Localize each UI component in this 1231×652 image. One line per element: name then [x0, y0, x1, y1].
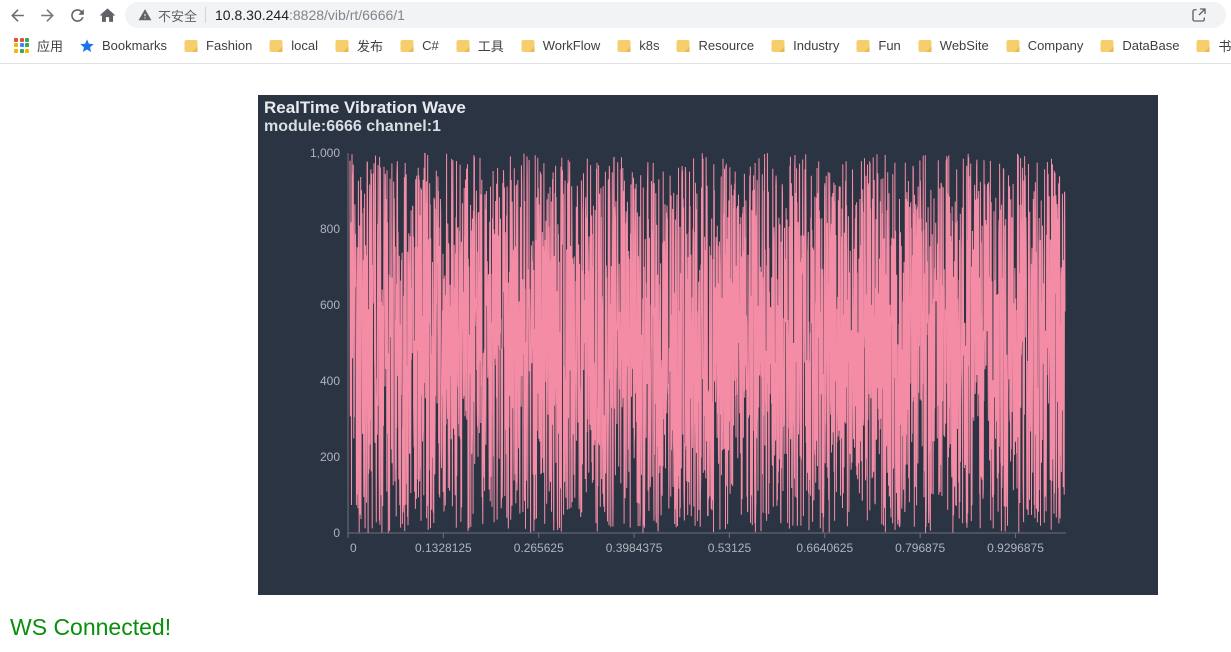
vibration-chart-panel: RealTime Vibration Wave module:6666 chan…	[258, 95, 1158, 595]
x-axis-tick-label: 0.1328125	[415, 541, 472, 555]
folder-icon	[1195, 38, 1211, 54]
ws-status-text: WS Connected!	[10, 614, 172, 640]
reload-button[interactable]	[62, 0, 92, 30]
bookmark-item-c#[interactable]: C#	[391, 34, 447, 58]
x-axis-tick-label: 0.6640625	[796, 541, 853, 555]
bookmark-item-workflow[interactable]: WorkFlow	[512, 34, 609, 58]
forward-button[interactable]	[32, 0, 62, 30]
bookmark-label: Bookmarks	[102, 38, 168, 53]
bookmark-item-k8s[interactable]: k8s	[608, 34, 667, 58]
folder-icon	[616, 38, 632, 54]
back-icon	[8, 6, 27, 25]
y-axis-tick-label: 0	[333, 526, 340, 540]
warning-icon[interactable]	[138, 8, 152, 22]
bookmark-item-书[interactable]: 书	[1187, 34, 1231, 58]
bookmark-item-apps[interactable]: 应用	[6, 34, 71, 58]
bookmark-label: Fun	[878, 38, 901, 53]
bookmark-label: 发布	[357, 39, 384, 54]
url-path: :8828/vib/rt/6666/1	[288, 7, 405, 23]
bookmark-label: 工具	[477, 39, 504, 54]
share-icon	[1190, 6, 1208, 24]
folder-icon	[520, 38, 536, 54]
back-button[interactable]	[2, 0, 32, 30]
y-axis-tick-label: 200	[320, 450, 340, 464]
omnibox-divider	[205, 7, 207, 23]
bookmark-label: Fashion	[206, 38, 253, 53]
home-icon	[98, 6, 117, 25]
x-axis-tick-label: 0.265625	[514, 541, 564, 555]
bookmark-item-company[interactable]: Company	[997, 34, 1092, 58]
chart-title: RealTime Vibration Wave	[264, 98, 466, 117]
bookmark-item-bookmarks[interactable]: Bookmarks	[71, 34, 175, 58]
bookmark-label: 书	[1218, 39, 1231, 54]
folder-icon	[855, 38, 871, 54]
security-label: 不安全	[158, 8, 198, 24]
bookmark-label: WorkFlow	[542, 38, 601, 53]
url-text: 10.8.30.244:8828/vib/rt/6666/1	[215, 7, 405, 23]
bookmarks-bar: 应用 Bookmarks Fashion local 发布 C# 工具 WorkFlow k…	[0, 30, 1231, 64]
x-axis-tick-label: 0	[350, 541, 357, 555]
folder-icon	[917, 38, 933, 54]
forward-icon	[38, 6, 57, 25]
bookmark-item-工具[interactable]: 工具	[447, 34, 512, 58]
x-axis-tick-label: 0.53125	[708, 541, 752, 555]
x-axis-tick-label: 0.3984375	[606, 541, 663, 555]
folder-icon	[1099, 38, 1115, 54]
apps-grid-icon	[14, 37, 30, 54]
folder-icon	[1005, 38, 1021, 54]
bookmark-label: local	[291, 38, 319, 53]
folder-icon	[770, 38, 786, 54]
folder-icon	[334, 38, 350, 54]
browser-toolbar: 不安全 10.8.30.244:8828/vib/rt/6666/1	[0, 0, 1231, 30]
bookmark-item-industry[interactable]: Industry	[762, 34, 847, 58]
bookmark-label: k8s	[639, 38, 660, 53]
folder-icon	[183, 38, 199, 54]
vibration-chart: 0 200 400 600 800 1,000 0 0.1328125 0.265625 0.39…	[310, 146, 1066, 555]
folder-icon	[268, 38, 284, 54]
reload-icon	[68, 6, 87, 25]
vibration-waveform	[349, 152, 1066, 533]
y-axis-tick-label: 600	[320, 298, 340, 312]
chart-titles: RealTime Vibration Wave module:6666 chan…	[264, 98, 466, 136]
bookmark-label: 应用	[37, 39, 64, 54]
folder-icon	[675, 38, 691, 54]
y-axis-tick-label: 1,000	[310, 146, 340, 160]
bookmark-item-发布[interactable]: 发布	[326, 34, 391, 58]
star-icon	[79, 38, 95, 54]
share-button[interactable]	[1190, 6, 1208, 24]
bookmark-item-website[interactable]: WebSite	[909, 34, 997, 58]
bookmark-label: Company	[1027, 38, 1084, 53]
folder-icon	[399, 38, 415, 54]
bookmark-item-fun[interactable]: Fun	[847, 34, 908, 58]
chart-subtitle: module:6666 channel:1	[264, 118, 441, 135]
bookmark-label: Resource	[698, 38, 755, 53]
bookmark-item-database[interactable]: DataBase	[1091, 34, 1187, 58]
x-axis-tick-label: 0.796875	[895, 541, 945, 555]
bookmark-item-local[interactable]: local	[260, 34, 326, 58]
home-button[interactable]	[92, 0, 122, 30]
folder-icon	[455, 38, 471, 54]
bookmark-label: C#	[422, 38, 439, 53]
bookmark-label: DataBase	[1122, 38, 1180, 53]
bookmark-item-fashion[interactable]: Fashion	[175, 34, 260, 58]
bookmark-label: WebSite	[939, 38, 989, 53]
y-axis-tick-label: 400	[320, 374, 340, 388]
address-bar[interactable]: 不安全 10.8.30.244:8828/vib/rt/6666/1	[125, 2, 1226, 28]
y-axis-tick-label: 800	[320, 222, 340, 236]
url-host: 10.8.30.244	[215, 7, 289, 23]
x-axis-tick-label: 0.9296875	[987, 541, 1044, 555]
bookmark-label: Industry	[793, 38, 840, 53]
bookmark-item-resource[interactable]: Resource	[667, 34, 762, 58]
